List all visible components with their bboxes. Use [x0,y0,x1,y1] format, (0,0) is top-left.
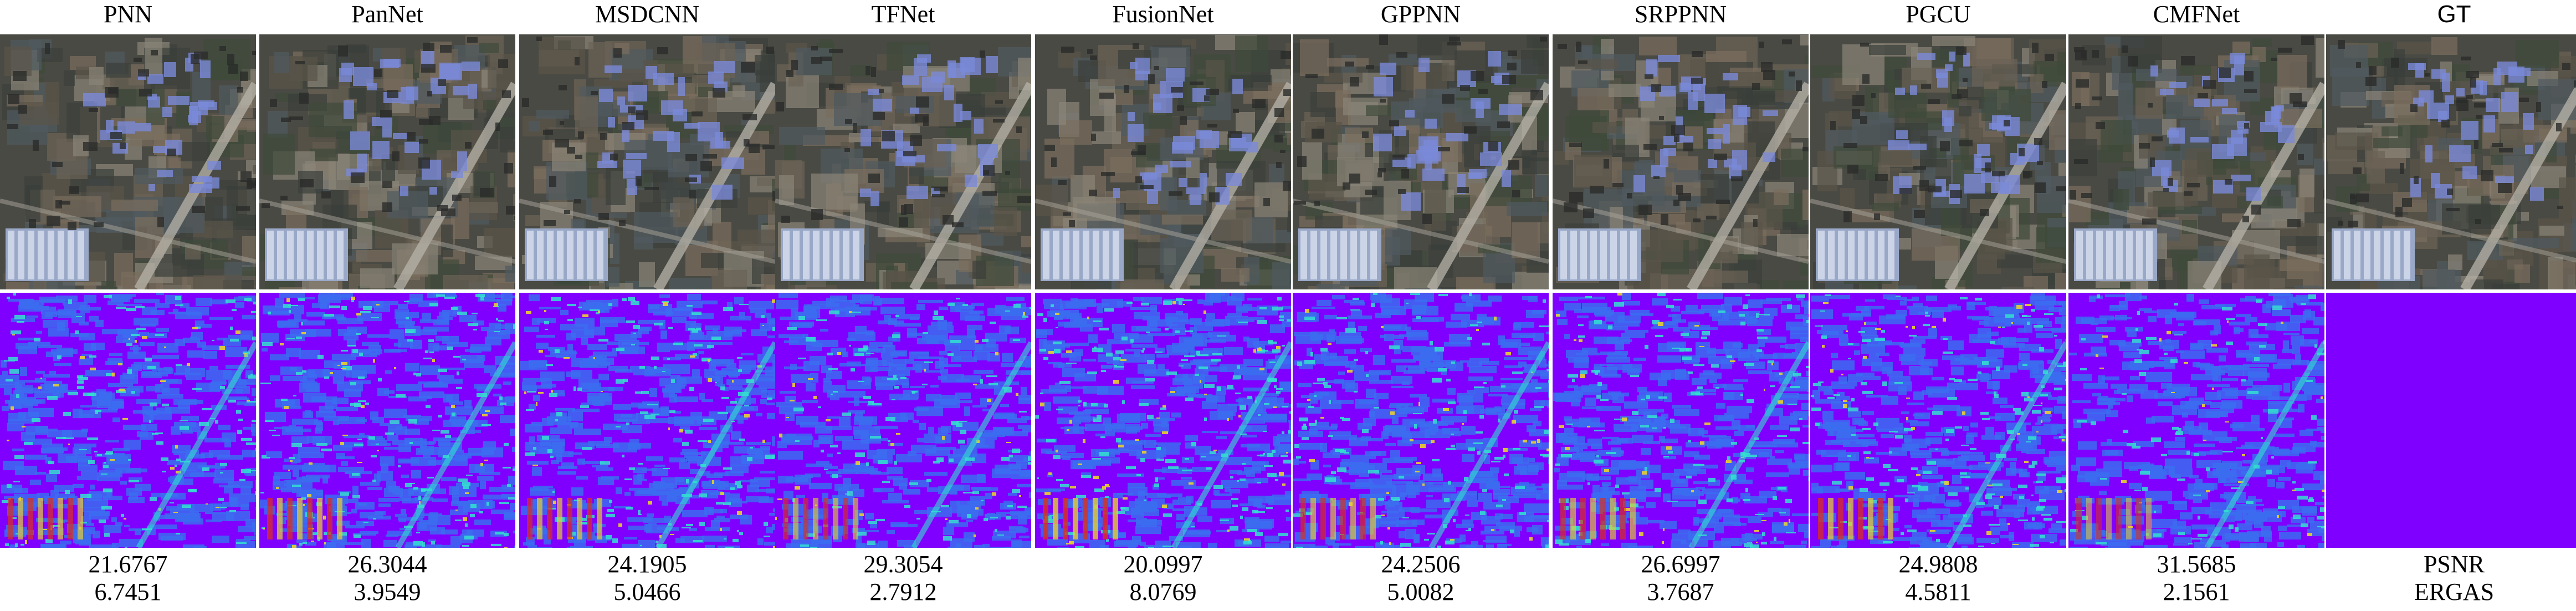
fused-image [1553,34,1809,289]
error-map [1810,293,2066,548]
column-srppnn: SRPPNN 26.6997 3.7687 [1553,0,1809,611]
column-title: CMFNet [2153,1,2240,28]
column-pannet: PanNet 26.3044 3.9549 [259,0,515,611]
error-map [1035,293,1291,548]
error-map [1553,293,1809,548]
fused-image [0,34,256,289]
ergas-value: 4.5811 [1905,578,1971,605]
column-title: FusionNet [1112,1,1214,28]
psnr-value: PSNR [2423,551,2485,578]
column-title: PGCU [1906,1,1971,28]
fused-image [2326,34,2576,289]
error-map [259,293,515,548]
ergas-value: 2.1561 [2163,578,2230,605]
column-title: SRPPNN [1634,1,1727,28]
column-title: TFNet [871,1,935,28]
error-map [2326,293,2576,548]
fused-image [1810,34,2066,289]
error-map [1293,293,1549,548]
column-tfnet: TFNet 29.3054 2.7912 [775,0,1031,611]
psnr-value: 21.6767 [88,551,168,578]
psnr-value: 20.0997 [1123,551,1203,578]
ergas-value: 6.7451 [94,578,162,605]
ergas-value: 3.9549 [354,578,421,605]
ergas-value: 2.7912 [869,578,937,605]
fused-image [775,34,1031,289]
error-map [775,293,1031,548]
error-map [2068,293,2324,548]
fused-image [2068,34,2324,289]
psnr-value: 24.2506 [1381,551,1461,578]
psnr-value: 26.3044 [347,551,427,578]
ergas-value: ERGAS [2414,578,2495,605]
ergas-value: 3.7687 [1647,578,1714,605]
column-pgcu: PGCU 24.9808 4.5811 [1810,0,2066,611]
column-title: PNN [103,1,153,28]
fused-image [1293,34,1549,289]
column-title: GT [2437,1,2471,28]
psnr-value: 29.3054 [863,551,943,578]
error-map [519,293,775,548]
error-map [0,293,256,548]
psnr-value: 24.9808 [1898,551,1978,578]
column-pnn: PNN 21.6767 6.7451 [0,0,256,611]
ergas-value: 5.0082 [1387,578,1455,605]
column-gt: GT PSNR ERGAS [2326,0,2576,611]
column-cmfnet: CMFNet 31.5685 2.1561 [2068,0,2324,611]
fused-image [1035,34,1291,289]
ergas-value: 8.0769 [1129,578,1197,605]
fused-image [259,34,515,289]
column-title: PanNet [351,1,423,28]
psnr-value: 31.5685 [2157,551,2236,578]
psnr-value: 24.1905 [607,551,687,578]
column-title: GPPNN [1380,1,1461,28]
fused-image [519,34,775,289]
column-msdcnn: MSDCNN 24.1905 5.0466 [519,0,775,611]
ergas-value: 5.0466 [613,578,681,605]
column-gppnn: GPPNN 24.2506 5.0082 [1293,0,1549,611]
psnr-value: 26.6997 [1641,551,1720,578]
column-title: MSDCNN [595,1,700,28]
column-fusionnet: FusionNet 20.0997 8.0769 [1035,0,1291,611]
